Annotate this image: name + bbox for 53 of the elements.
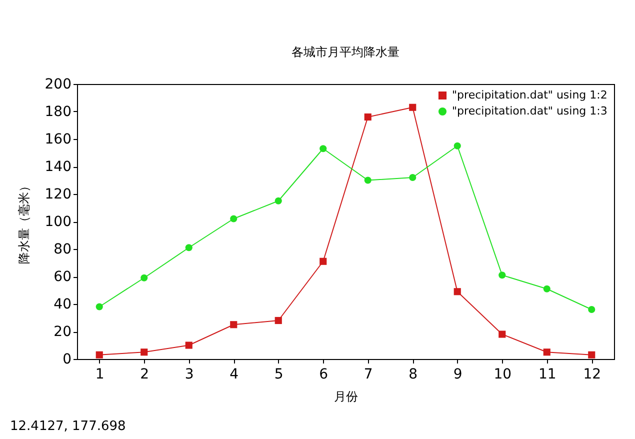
x-tick-label: 1 [95, 366, 104, 382]
x-tick-label: 4 [230, 366, 239, 382]
x-tick-label: 11 [538, 366, 556, 382]
y-tick-label: 20 [54, 324, 72, 340]
point [409, 104, 416, 111]
point [274, 197, 282, 204]
y-tick-label: 140 [44, 159, 72, 175]
point [96, 351, 103, 358]
point [498, 272, 506, 279]
legend-label: "precipitation.dat" using 1:3 [452, 104, 608, 118]
point [498, 330, 506, 338]
text: 12.4127, 177.698 [10, 419, 126, 434]
y-tick-label: 80 [54, 242, 72, 258]
point [320, 145, 327, 152]
point [140, 348, 148, 356]
x-tick-label: 6 [319, 366, 328, 382]
point [320, 258, 327, 265]
legend-label: "precipitation.dat" using 1:2 [452, 88, 608, 102]
x-tick-label: 3 [184, 366, 194, 382]
y-tick-label: 60 [54, 269, 72, 285]
point [140, 274, 148, 282]
x-tick-label: 8 [408, 366, 418, 382]
x-tick-label: 5 [274, 366, 284, 382]
point [364, 176, 372, 184]
y-tick-label: 180 [44, 104, 72, 120]
x-tick-label: 7 [364, 366, 373, 382]
x-tick-label: 2 [140, 366, 150, 382]
point [588, 351, 596, 358]
y-tick-label: 200 [44, 76, 72, 92]
point [230, 215, 238, 222]
y-tick-label: 0 [62, 352, 72, 368]
point [230, 321, 238, 328]
x-tick-label: 10 [494, 366, 512, 382]
x-tick-label: 9 [453, 366, 462, 382]
point [454, 288, 461, 296]
chart-title: 各城市月平均降水量 [292, 45, 400, 59]
y-tick-label: 160 [44, 132, 72, 148]
y-tick-label: 40 [54, 296, 72, 312]
y-axis-title: 降水量（毫米） [16, 180, 31, 264]
x-axis-title: 月份 [334, 390, 358, 404]
point [454, 142, 461, 150]
point [96, 303, 103, 310]
y-tick-label: 100 [44, 214, 72, 230]
point [185, 342, 192, 349]
point [364, 113, 372, 121]
x-tick-label: 12 [583, 366, 602, 382]
point [274, 316, 282, 324]
point [543, 285, 550, 292]
y-tick-label: 120 [44, 186, 72, 202]
point [409, 174, 416, 182]
point [588, 306, 596, 314]
point [185, 244, 192, 252]
point [543, 348, 550, 356]
